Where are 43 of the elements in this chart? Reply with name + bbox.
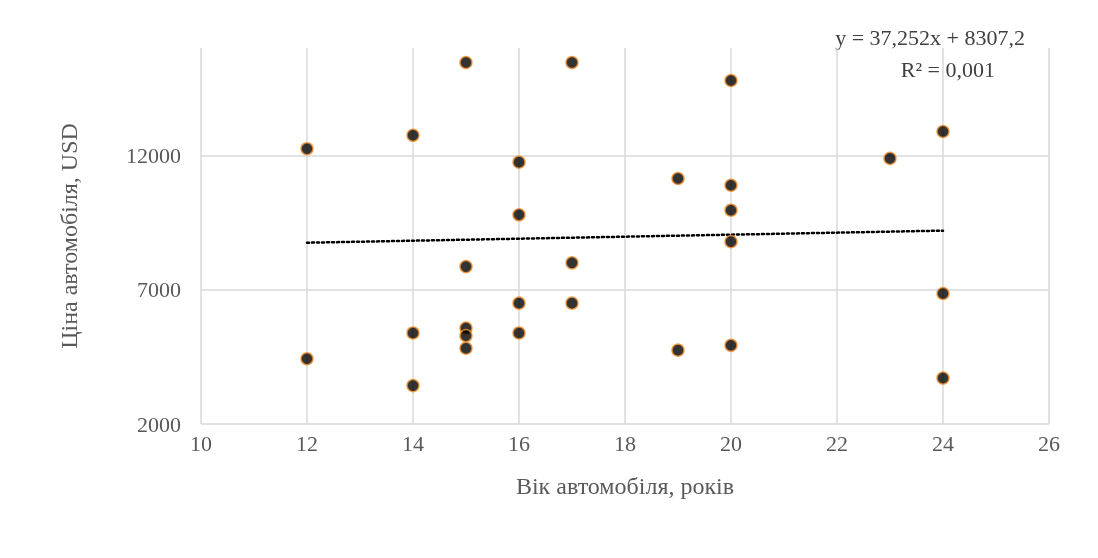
point	[671, 343, 685, 357]
point	[724, 338, 738, 353]
x-tick-label: 16	[508, 430, 530, 456]
x-tick-label: 10	[190, 430, 212, 456]
point	[406, 326, 420, 340]
x-tick-label: 22	[826, 430, 848, 456]
point	[512, 296, 526, 310]
point	[883, 151, 897, 166]
y-tick-label: 7000	[137, 277, 181, 303]
point	[724, 234, 738, 249]
point	[459, 328, 473, 343]
y-tick-label: 2000	[137, 411, 181, 437]
point	[936, 286, 950, 301]
x-tick-label: 26	[1038, 430, 1060, 456]
point	[565, 296, 579, 310]
point	[565, 256, 579, 270]
point	[300, 141, 314, 156]
x-tick-label: 20	[720, 430, 742, 456]
point	[512, 326, 526, 340]
annotation: R² = 0,001	[900, 56, 996, 82]
point	[459, 259, 473, 274]
x-axis-title: Вік автомобіля, років	[515, 473, 735, 499]
point	[671, 171, 685, 186]
point	[724, 73, 738, 88]
point	[512, 155, 526, 169]
point	[459, 55, 473, 70]
point	[406, 378, 420, 393]
x-tick-label: 24	[932, 430, 954, 456]
y-axis-title: Ціна автомобіля, USD	[56, 123, 82, 349]
point	[936, 371, 950, 385]
point	[724, 178, 738, 192]
x-tick-label: 18	[614, 430, 636, 456]
point	[936, 124, 950, 139]
x-tick-label: 12	[296, 430, 318, 456]
point	[406, 128, 420, 143]
point	[512, 208, 526, 222]
annotation: y = 37,252x + 8307,2	[835, 24, 1026, 50]
point	[724, 203, 738, 217]
point	[565, 55, 579, 70]
point	[459, 341, 473, 356]
y-tick-label: 12000	[126, 142, 181, 168]
x-tick-label: 14	[402, 430, 424, 456]
point	[300, 351, 314, 366]
